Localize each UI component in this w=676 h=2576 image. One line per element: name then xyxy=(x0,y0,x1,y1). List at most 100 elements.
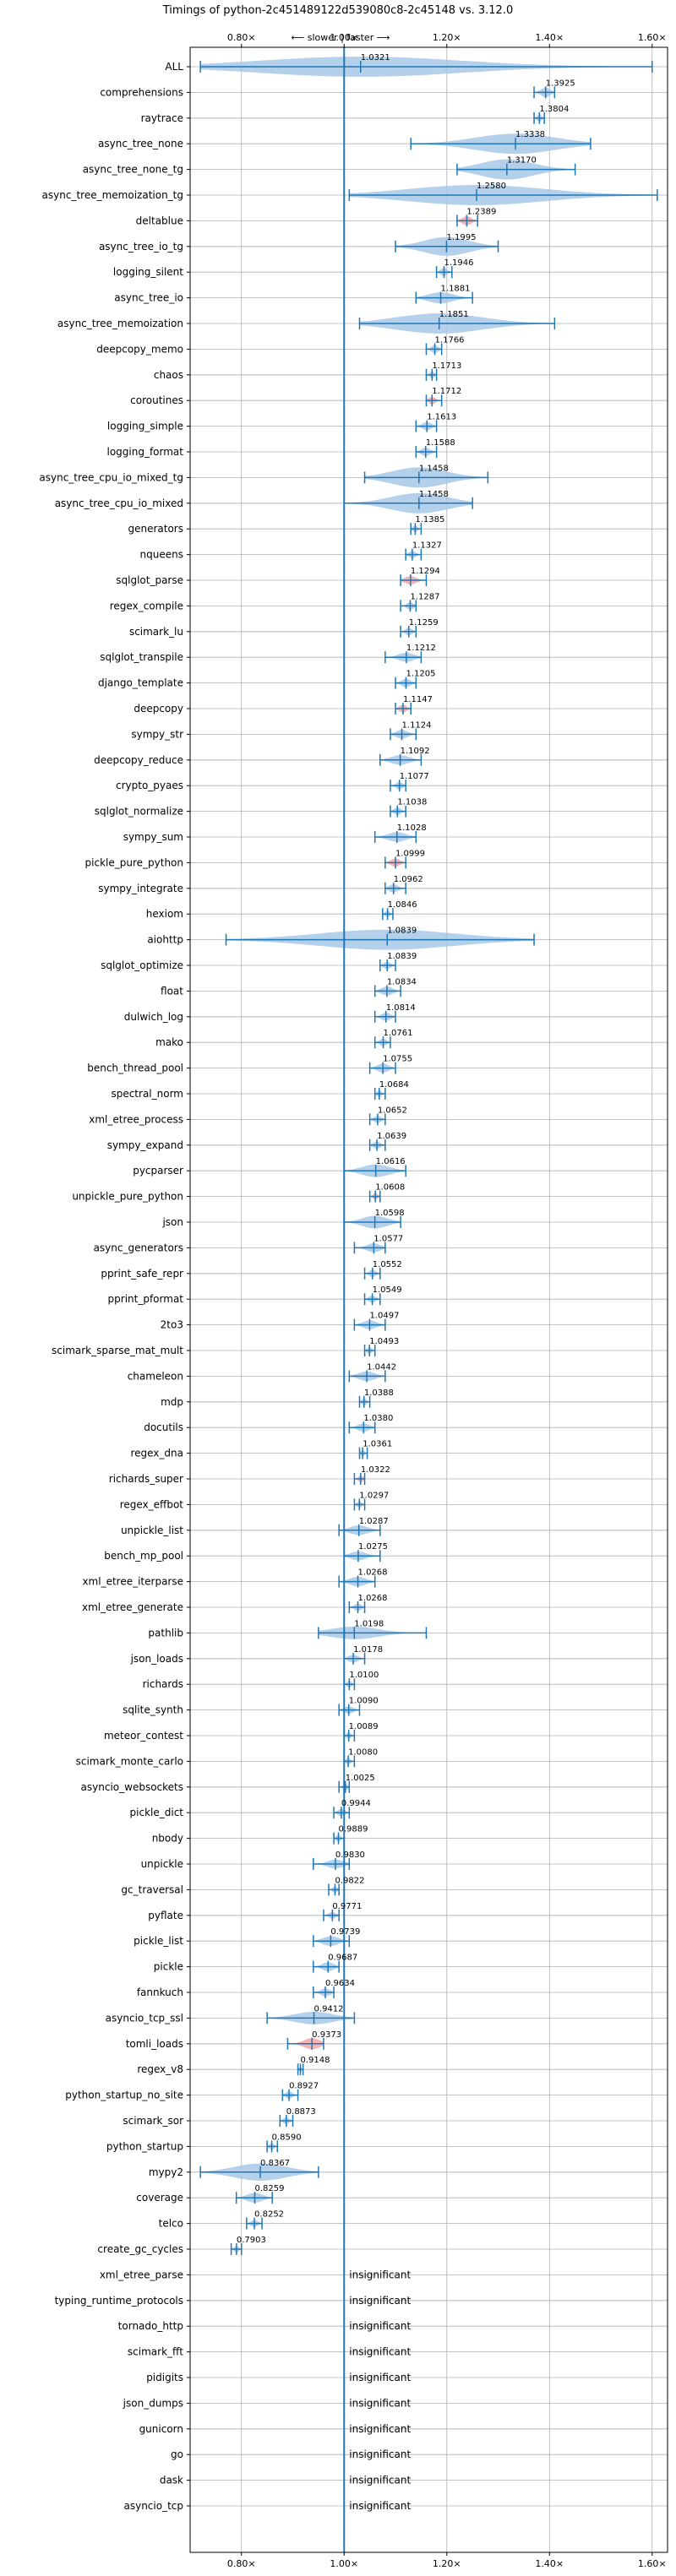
benchmark-label: async_tree_none xyxy=(98,138,183,149)
benchmark-label: asyncio_tcp_ssl xyxy=(106,2012,183,2024)
value-label: 0.9412 xyxy=(314,2004,344,2014)
benchmark-label: pidigits xyxy=(146,2372,183,2383)
benchmark-label: coverage xyxy=(136,2192,183,2204)
benchmark-label: bench_mp_pool xyxy=(104,1550,183,1562)
benchmark-label: chameleon xyxy=(128,1370,183,1382)
benchmark-label: regex_effbot xyxy=(120,1498,184,1510)
labels-layer: ALL 1.0321 comprehensions 1.3925 raytrace 1.3… xyxy=(39,53,575,2512)
marks-layer xyxy=(199,47,658,2552)
benchmark-label: pprint_safe_repr xyxy=(101,1268,183,1280)
benchmark-label: sympy_sum xyxy=(123,831,183,843)
benchmark-label: python_startup_no_site xyxy=(65,2090,183,2101)
benchmark-label: tornado_http xyxy=(118,2320,183,2332)
benchmark-label: sqlglot_parse xyxy=(116,574,183,586)
benchmark-label: sympy_str xyxy=(131,728,183,740)
value-label: 1.0755 xyxy=(383,1055,412,1064)
benchmark-label: go xyxy=(171,2448,183,2460)
value-label: 1.0322 xyxy=(361,1465,390,1475)
value-label: 1.1613 xyxy=(427,413,456,422)
value-label: 1.1294 xyxy=(411,567,440,576)
x-tick-label-top: 1.00× xyxy=(330,32,358,43)
benchmark-label: async_tree_memoization_tg xyxy=(42,189,183,201)
plot-frame xyxy=(189,46,668,2553)
x-tick-label-top: 0.80× xyxy=(227,32,256,43)
insignificant-label: insignificant xyxy=(349,2500,411,2512)
benchmark-label: nqueens xyxy=(140,549,183,561)
benchmark-label: sqlglot_optimize xyxy=(101,959,183,971)
x-tick-label-top: 1.20× xyxy=(433,32,461,43)
benchmark-label: bench_thread_pool xyxy=(87,1062,183,1074)
insignificant-label: insignificant xyxy=(349,2448,411,2460)
value-label: 1.3925 xyxy=(546,79,575,88)
value-label: 1.0608 xyxy=(375,1183,405,1193)
benchmark-label: regex_dna xyxy=(130,1448,183,1459)
benchmark-label: logging_silent xyxy=(113,266,183,278)
benchmark-label: xml_etree_generate xyxy=(82,1601,183,1613)
insignificant-label: insignificant xyxy=(349,2295,411,2307)
value-label: 1.0388 xyxy=(364,1389,394,1398)
value-label: 1.0442 xyxy=(367,1362,396,1372)
value-label: 1.0493 xyxy=(369,1337,399,1346)
benchmark-label: coroutines xyxy=(130,394,183,406)
benchmark-label: pycparser xyxy=(133,1165,183,1177)
benchmark-label: dask xyxy=(160,2475,183,2486)
value-label: 1.0639 xyxy=(377,1132,406,1141)
benchmark-label: json_loads xyxy=(130,1653,183,1665)
value-label: 1.0814 xyxy=(386,1003,416,1013)
value-label: 1.0552 xyxy=(373,1260,402,1269)
value-label: 1.0025 xyxy=(346,1774,375,1783)
value-label: 1.0297 xyxy=(359,1491,389,1500)
value-label: 1.0598 xyxy=(375,1209,405,1218)
value-label: 1.0100 xyxy=(349,1671,379,1680)
benchmark-label: richards_super xyxy=(109,1473,183,1485)
value-label: 0.8873 xyxy=(286,2107,316,2117)
benchmark-label: pickle_pure_python xyxy=(85,856,183,868)
benchmark-label: pickle_dict xyxy=(130,1807,184,1818)
insignificant-label: insignificant xyxy=(349,2372,411,2383)
benchmark-label: meteor_contest xyxy=(104,1730,183,1742)
benchmark-label: sympy_integrate xyxy=(98,883,183,894)
value-label: 0.9889 xyxy=(339,1825,368,1834)
value-label: 1.1028 xyxy=(397,823,427,833)
benchmark-label: json xyxy=(161,1216,183,1228)
benchmark-label: scimark_fft xyxy=(128,2346,183,2358)
benchmark-label: richards xyxy=(143,1678,183,1690)
value-label: 1.1712 xyxy=(432,387,461,396)
benchmark-label: tomli_loads xyxy=(126,2038,183,2050)
benchmark-label: ALL xyxy=(165,61,183,73)
value-label: 0.7903 xyxy=(237,2236,266,2245)
value-label: 1.1147 xyxy=(403,695,433,704)
value-label: 1.0321 xyxy=(361,53,390,62)
x-tick-label-bottom: 1.00× xyxy=(330,2558,358,2569)
value-label: 1.1092 xyxy=(401,747,430,756)
benchmark-label: logging_simple xyxy=(107,421,183,432)
insignificant-label: insignificant xyxy=(349,2475,411,2486)
benchmark-label: async_tree_cpu_io_mixed_tg xyxy=(39,471,183,483)
value-label: 1.1458 xyxy=(419,464,449,473)
benchmark-label: gunicorn xyxy=(139,2423,183,2435)
benchmark-label: xml_etree_iterparse xyxy=(82,1576,183,1588)
x-tick-label-top: 1.60× xyxy=(638,32,667,43)
benchmark-label: async_tree_io xyxy=(114,292,183,304)
value-label: 1.0080 xyxy=(348,1747,378,1757)
benchmark-label: async_tree_memoization xyxy=(57,318,183,329)
benchmark-label: mypy2 xyxy=(149,2166,183,2178)
value-label: 1.1077 xyxy=(400,772,429,781)
value-label: 1.0684 xyxy=(379,1080,409,1090)
value-label: 1.0962 xyxy=(394,875,423,884)
value-label: 1.2580 xyxy=(477,182,506,191)
value-label: 1.3804 xyxy=(539,105,569,114)
benchmark-label: scimark_sparse_mat_mult xyxy=(52,1345,183,1356)
benchmark-label: telco xyxy=(159,2218,183,2230)
benchmark-label: unpickle_pure_python xyxy=(72,1191,183,1203)
benchmark-label: chaos xyxy=(154,369,183,381)
x-tick-label-bottom: 0.80× xyxy=(227,2558,256,2569)
benchmark-label: dulwich_log xyxy=(124,1011,183,1023)
value-label: 1.1287 xyxy=(410,592,439,601)
x-tick-label-bottom: 1.40× xyxy=(535,2558,564,2569)
benchmark-label: docutils xyxy=(144,1421,183,1433)
benchmark-label: async_generators xyxy=(94,1242,183,1253)
value-label: 1.0089 xyxy=(349,1722,379,1731)
value-label: 0.9944 xyxy=(341,1799,371,1808)
